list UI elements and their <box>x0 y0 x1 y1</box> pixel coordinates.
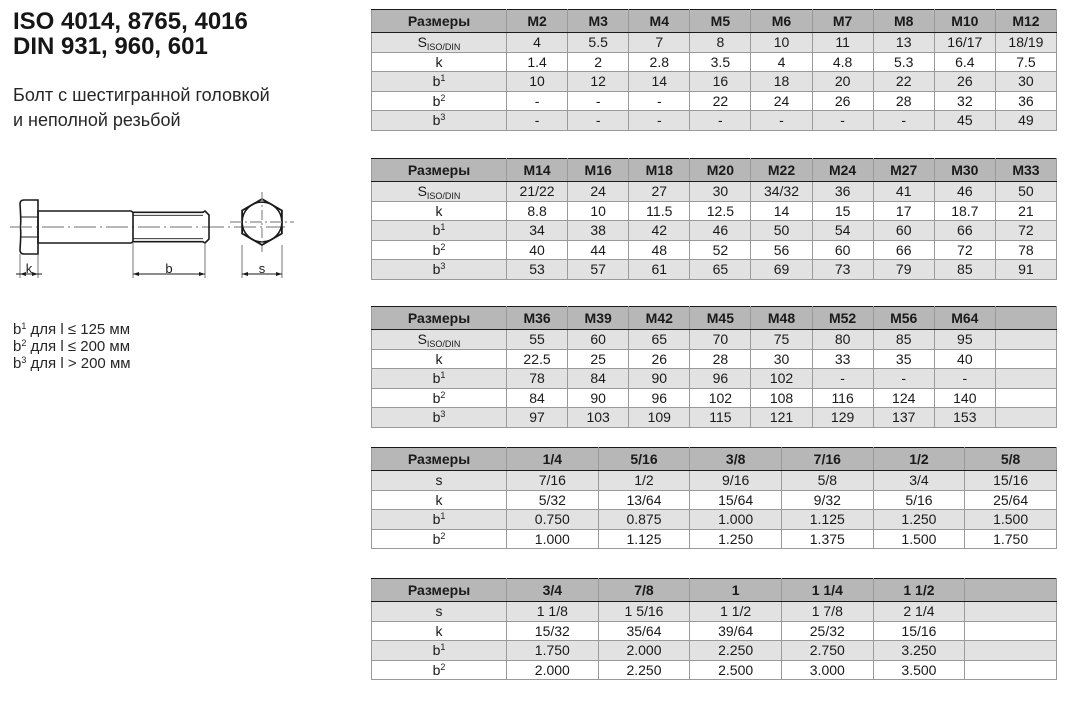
svg-text:s: s <box>259 261 266 276</box>
svg-text:k: k <box>26 261 33 276</box>
svg-text:b: b <box>165 261 172 276</box>
